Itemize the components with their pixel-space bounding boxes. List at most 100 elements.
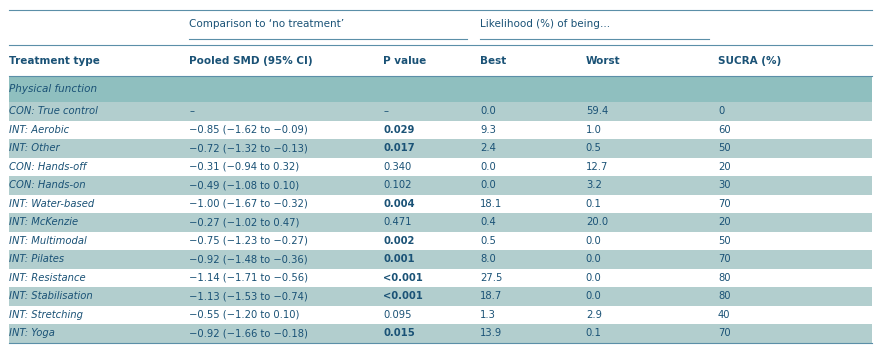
Text: −0.31 (−0.94 to 0.32): −0.31 (−0.94 to 0.32) [189, 162, 300, 172]
Text: Pooled SMD (95% CI): Pooled SMD (95% CI) [189, 56, 313, 65]
Bar [9, 10, 872, 45]
Text: P value: P value [383, 56, 426, 65]
Text: 0.471: 0.471 [383, 217, 411, 227]
Text: 0.1: 0.1 [586, 199, 602, 209]
Text: 0.001: 0.001 [383, 254, 415, 264]
Bar [9, 139, 872, 157]
Text: 2.9: 2.9 [586, 310, 602, 320]
Text: −0.75 (−1.23 to −0.27): −0.75 (−1.23 to −0.27) [189, 236, 308, 246]
Text: −0.72 (−1.32 to −0.13): −0.72 (−1.32 to −0.13) [189, 143, 308, 153]
Text: INT: Resistance: INT: Resistance [9, 273, 85, 283]
Text: −0.92 (−1.48 to −0.36): −0.92 (−1.48 to −0.36) [189, 254, 308, 264]
Text: 70: 70 [718, 328, 730, 338]
Text: SUCRA (%): SUCRA (%) [718, 56, 781, 65]
Text: 0.095: 0.095 [383, 310, 411, 320]
Text: −0.55 (−1.20 to 0.10): −0.55 (−1.20 to 0.10) [189, 310, 300, 320]
Text: 1.0: 1.0 [586, 125, 602, 135]
Text: 9.3: 9.3 [480, 125, 496, 135]
Text: −1.00 (−1.67 to −0.32): −1.00 (−1.67 to −0.32) [189, 199, 308, 209]
Text: Best: Best [480, 56, 507, 65]
Text: 18.1: 18.1 [480, 199, 502, 209]
Text: 0.0: 0.0 [480, 180, 496, 190]
Text: 1.3: 1.3 [480, 310, 496, 320]
Bar [9, 324, 872, 343]
Text: 27.5: 27.5 [480, 273, 502, 283]
Bar [9, 120, 872, 139]
Text: 30: 30 [718, 180, 730, 190]
Text: INT: Water-based: INT: Water-based [9, 199, 94, 209]
Text: 20: 20 [718, 217, 730, 227]
Bar [9, 268, 872, 287]
Text: −0.27 (−1.02 to 0.47): −0.27 (−1.02 to 0.47) [189, 217, 300, 227]
Text: 20: 20 [718, 162, 730, 172]
Text: 59.4: 59.4 [586, 106, 608, 116]
Text: INT: Pilates: INT: Pilates [9, 254, 64, 264]
Bar [9, 194, 872, 213]
Text: CON: Hands-off: CON: Hands-off [9, 162, 86, 172]
Text: −0.85 (−1.62 to −0.09): −0.85 (−1.62 to −0.09) [189, 125, 308, 135]
Text: INT: Other: INT: Other [9, 143, 59, 153]
Bar [9, 157, 872, 176]
Bar [9, 250, 872, 268]
Bar [9, 102, 872, 120]
Text: 3.2: 3.2 [586, 180, 602, 190]
Text: 0.0: 0.0 [586, 291, 602, 301]
Text: 40: 40 [718, 310, 730, 320]
Text: INT: McKenzie: INT: McKenzie [9, 217, 78, 227]
Text: 0.017: 0.017 [383, 143, 415, 153]
Text: Treatment type: Treatment type [9, 56, 100, 65]
Text: 12.7: 12.7 [586, 162, 608, 172]
Text: 80: 80 [718, 273, 730, 283]
Text: 80: 80 [718, 291, 730, 301]
Text: <0.001: <0.001 [383, 273, 423, 283]
Text: INT: Yoga: INT: Yoga [9, 328, 55, 338]
Text: 50: 50 [718, 143, 730, 153]
Text: 0.0: 0.0 [480, 106, 496, 116]
Text: 0.1: 0.1 [586, 328, 602, 338]
Text: −0.49 (−1.08 to 0.10): −0.49 (−1.08 to 0.10) [189, 180, 300, 190]
Text: 0.4: 0.4 [480, 217, 496, 227]
Bar [9, 176, 872, 194]
Text: 0.0: 0.0 [586, 273, 602, 283]
Text: Comparison to ‘no treatment’: Comparison to ‘no treatment’ [189, 19, 344, 29]
Text: 70: 70 [718, 254, 730, 264]
Text: INT: Aerobic: INT: Aerobic [9, 125, 69, 135]
Text: 0.004: 0.004 [383, 199, 415, 209]
Bar [9, 76, 872, 102]
Text: 0.002: 0.002 [383, 236, 415, 246]
Text: 0.5: 0.5 [586, 143, 602, 153]
Bar [9, 287, 872, 306]
Text: 8.0: 8.0 [480, 254, 496, 264]
Text: Physical function: Physical function [9, 84, 97, 94]
Bar [9, 231, 872, 250]
Text: 2.4: 2.4 [480, 143, 496, 153]
Bar [9, 213, 872, 231]
Text: 70: 70 [718, 199, 730, 209]
Text: 0.340: 0.340 [383, 162, 411, 172]
Text: 0.5: 0.5 [480, 236, 496, 246]
Text: –: – [189, 106, 195, 116]
Text: −1.13 (−1.53 to −0.74): −1.13 (−1.53 to −0.74) [189, 291, 308, 301]
Text: 0.015: 0.015 [383, 328, 415, 338]
Text: 50: 50 [718, 236, 730, 246]
Text: 0.0: 0.0 [586, 254, 602, 264]
Text: 0.0: 0.0 [480, 162, 496, 172]
Text: INT: Stretching: INT: Stretching [9, 310, 83, 320]
Text: Worst: Worst [586, 56, 620, 65]
Text: <0.001: <0.001 [383, 291, 423, 301]
Text: CON: Hands-on: CON: Hands-on [9, 180, 85, 190]
Bar [9, 306, 872, 324]
Text: CON: True control: CON: True control [9, 106, 98, 116]
Text: –: – [383, 106, 389, 116]
Text: 13.9: 13.9 [480, 328, 502, 338]
Text: −0.92 (−1.66 to −0.18): −0.92 (−1.66 to −0.18) [189, 328, 308, 338]
Text: Likelihood (%) of being…: Likelihood (%) of being… [480, 19, 611, 29]
Text: INT: Stabilisation: INT: Stabilisation [9, 291, 93, 301]
Text: 0.102: 0.102 [383, 180, 411, 190]
Text: 60: 60 [718, 125, 730, 135]
Bar [9, 45, 872, 76]
Text: 0.0: 0.0 [586, 236, 602, 246]
Text: −1.14 (−1.71 to −0.56): −1.14 (−1.71 to −0.56) [189, 273, 308, 283]
Text: 0: 0 [718, 106, 724, 116]
Text: 0.029: 0.029 [383, 125, 415, 135]
